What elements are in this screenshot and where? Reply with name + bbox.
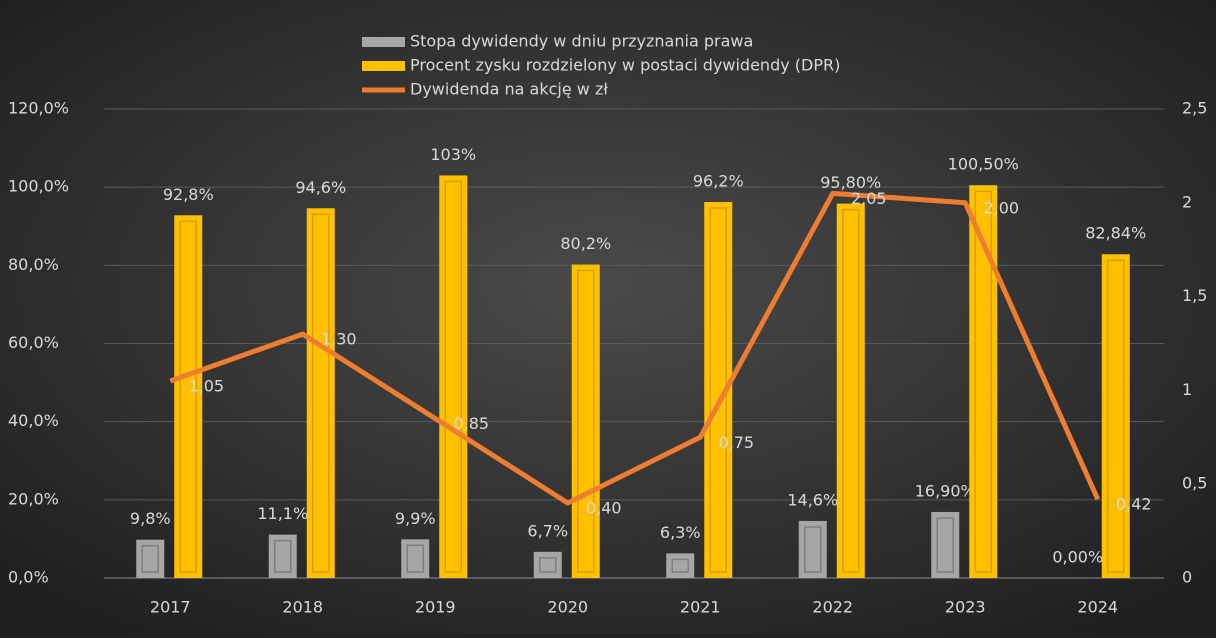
line-label: 0,85 bbox=[453, 414, 489, 433]
bar-inner bbox=[406, 544, 424, 573]
legend-label: Stopa dywidendy w dniu przyznania prawa bbox=[410, 32, 753, 51]
data-label: 14,6% bbox=[787, 490, 838, 509]
y-tick-label: 120,0% bbox=[8, 99, 69, 118]
data-label: 96,2% bbox=[693, 172, 744, 191]
data-label: 9,9% bbox=[395, 509, 436, 528]
line bbox=[169, 190, 1101, 506]
y2-tick-label: 1 bbox=[1182, 380, 1192, 399]
x-tick-label: 2021 bbox=[680, 598, 721, 617]
legend-label: Dywidenda na akcję w zł bbox=[410, 80, 608, 99]
bar-inner bbox=[539, 557, 557, 573]
bar bbox=[969, 185, 998, 578]
y-tick-label: 20,0% bbox=[8, 489, 59, 508]
line-label: 1,30 bbox=[321, 330, 357, 349]
data-label: 100,50% bbox=[948, 155, 1019, 174]
data-label: 6,7% bbox=[527, 521, 568, 540]
x-tick-label: 2023 bbox=[945, 598, 986, 617]
y-tick-label: 40,0% bbox=[8, 411, 59, 430]
y2-tick-label: 0 bbox=[1182, 568, 1192, 587]
x-tick-label: 2017 bbox=[150, 598, 191, 617]
y-tick-label: 100,0% bbox=[8, 177, 69, 196]
x-tick-label: 2018 bbox=[282, 598, 323, 617]
line-label: 0,40 bbox=[586, 498, 622, 517]
bar bbox=[1101, 254, 1130, 578]
bar bbox=[533, 551, 562, 578]
data-label: 95,80% bbox=[820, 173, 881, 192]
bar-inner bbox=[936, 517, 954, 573]
y2-tick-label: 1,5 bbox=[1182, 286, 1207, 305]
y2-tick-label: 0,5 bbox=[1182, 474, 1207, 493]
bar bbox=[798, 520, 827, 578]
bar bbox=[571, 264, 600, 578]
y-tick-label: 60,0% bbox=[8, 333, 59, 352]
line-label: 0,42 bbox=[1116, 495, 1152, 514]
line-label: 2,05 bbox=[851, 189, 887, 208]
legend-label: Procent zysku rozdzielony w postaci dywi… bbox=[410, 56, 840, 75]
bar bbox=[306, 208, 335, 578]
bar-inner bbox=[1107, 259, 1125, 573]
bar-inner bbox=[974, 190, 992, 573]
bar bbox=[268, 534, 297, 578]
legend-swatch bbox=[362, 37, 405, 47]
bar-inner bbox=[444, 180, 462, 573]
y-tick-label: 0,0% bbox=[8, 568, 49, 587]
bar-inner bbox=[274, 539, 292, 573]
data-label: 6,3% bbox=[660, 523, 701, 542]
data-label: 103% bbox=[430, 145, 476, 164]
x-tick-label: 2022 bbox=[812, 598, 853, 617]
data-label: 92,8% bbox=[163, 185, 214, 204]
y2-tick-label: 2 bbox=[1182, 192, 1192, 211]
x-tick-label: 2024 bbox=[1077, 598, 1118, 617]
line-label: 1,05 bbox=[188, 377, 224, 396]
line-label: 2,00 bbox=[983, 198, 1019, 217]
x-tick-label: 2020 bbox=[547, 598, 588, 617]
bar bbox=[439, 175, 468, 579]
data-label: 16,90% bbox=[915, 481, 976, 500]
bar bbox=[931, 511, 960, 578]
data-label: 82,84% bbox=[1085, 224, 1146, 243]
bar bbox=[836, 203, 865, 578]
data-label: 11,1% bbox=[257, 504, 308, 523]
bar-inner bbox=[671, 558, 689, 573]
line-label: 0,75 bbox=[718, 433, 754, 452]
bar bbox=[174, 215, 203, 578]
data-label: 94,6% bbox=[295, 178, 346, 197]
bar bbox=[666, 553, 695, 578]
legend-swatch bbox=[362, 61, 405, 71]
y-tick-label: 80,0% bbox=[8, 255, 59, 274]
x-tick-label: 2019 bbox=[415, 598, 456, 617]
data-label: 80,2% bbox=[560, 234, 611, 253]
bar-inner bbox=[577, 269, 595, 573]
bar-inner bbox=[842, 208, 860, 573]
bar-inner bbox=[179, 220, 197, 573]
data-label: 0,00% bbox=[1052, 548, 1103, 567]
bar-inner bbox=[312, 213, 330, 573]
bar-inner bbox=[141, 544, 159, 573]
bar-inner bbox=[804, 526, 822, 573]
y2-tick-label: 2,5 bbox=[1182, 99, 1207, 118]
data-label: 9,8% bbox=[130, 509, 171, 528]
